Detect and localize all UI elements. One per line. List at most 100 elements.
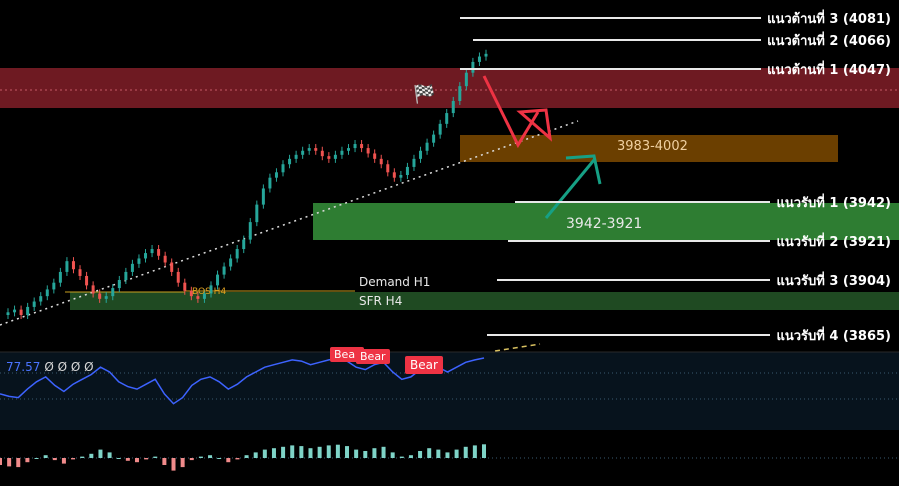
candle-body — [432, 134, 436, 143]
candle-body — [346, 148, 350, 151]
candle-body — [405, 166, 409, 175]
candle-body — [373, 153, 377, 159]
candle-body — [26, 306, 30, 315]
histogram-bar — [482, 444, 486, 458]
support-level-4[interactable]: แนวรับที่ 4 (3865) — [487, 324, 899, 346]
candle-body — [189, 290, 193, 297]
histogram-bar — [52, 458, 57, 461]
candle-body — [301, 150, 305, 155]
support-level-2[interactable]: แนวรับที่ 2 (3921) — [508, 231, 899, 251]
histogram-bar — [171, 458, 176, 471]
candle-body — [65, 261, 69, 272]
bos-h4-label: BOS H4 — [192, 287, 227, 297]
histogram-bar — [125, 458, 130, 461]
histogram-bar — [98, 449, 103, 458]
demand-zone — [313, 203, 899, 240]
resistance-level-2-label: แนวต้านที่ 2 (4066) — [761, 29, 899, 51]
histogram-bar — [43, 455, 48, 458]
histogram-bar — [454, 449, 459, 458]
indicator-extras: Ø Ø Ø Ø — [44, 360, 94, 374]
resistance-level-1[interactable]: แนวต้านที่ 1 (4047) — [460, 59, 899, 79]
candle-body — [419, 150, 423, 159]
candle-body — [202, 293, 206, 299]
candle-body — [458, 86, 462, 101]
resistance-level-2[interactable]: แนวต้านที่ 2 (4066) — [473, 29, 899, 51]
candle-body — [360, 144, 364, 149]
candle-body — [471, 61, 475, 73]
histogram-bar — [61, 458, 66, 464]
candle-body — [242, 239, 246, 250]
supply-zone-label: 3983-4002 — [617, 139, 688, 154]
indicator-panel — [0, 352, 899, 430]
histogram-bar — [390, 452, 395, 458]
candle-body — [163, 255, 167, 263]
demand-zone-label: 3942-3921 — [566, 216, 643, 232]
histogram-bar — [244, 455, 249, 458]
resistance-level-3[interactable]: แนวต้านที่ 3 (4081) — [460, 7, 899, 29]
candle-body — [6, 312, 10, 315]
histogram-bar — [7, 458, 12, 467]
histogram-bar — [363, 451, 368, 458]
candle-body — [117, 280, 121, 289]
candle-body — [412, 158, 416, 167]
candle-body — [209, 285, 213, 294]
candle-body — [183, 282, 187, 291]
candle-body — [379, 158, 383, 165]
checkered-flag-icon: 🏁 — [413, 84, 436, 105]
support-level-3[interactable]: แนวรับที่ 3 (3904) — [497, 269, 899, 291]
histogram-bar — [354, 449, 359, 458]
candle-body — [124, 271, 128, 280]
candle-body — [353, 144, 357, 149]
candle-body — [484, 53, 488, 57]
support-level-1[interactable]: แนวรับที่ 1 (3942) — [515, 192, 899, 212]
candle-body — [157, 249, 161, 256]
candle-body — [32, 301, 36, 307]
candle-body — [216, 274, 220, 286]
bear-tag-3[interactable]: Bear — [405, 356, 443, 374]
candle-body — [19, 309, 23, 315]
candle-body — [13, 309, 17, 313]
histogram-bar — [162, 458, 167, 465]
bear-tag-2[interactable]: Bear — [356, 349, 390, 364]
histogram-bar — [281, 446, 286, 458]
candle-body — [333, 154, 337, 159]
candle-body — [386, 164, 390, 173]
candle-body — [366, 148, 370, 154]
support-level-4-label: แนวรับที่ 4 (3865) — [770, 324, 899, 346]
candle-body — [222, 266, 226, 275]
histogram-bar — [299, 446, 304, 458]
indicator-value: 77.57 Ø Ø Ø Ø — [6, 360, 94, 374]
candle-body — [137, 258, 141, 264]
candle-body — [464, 72, 468, 87]
candle-body — [98, 293, 102, 299]
bear-tag-1[interactable]: Bear — [330, 347, 364, 362]
histogram-bar — [408, 455, 413, 458]
rsi-value: 77.57 — [6, 360, 41, 374]
histogram-bar — [16, 458, 21, 468]
candle-body — [399, 175, 403, 178]
histogram-bar — [326, 445, 331, 458]
candle-body — [425, 142, 429, 151]
sfr-zone — [70, 292, 899, 310]
histogram-bar — [317, 446, 322, 458]
candle-body — [39, 296, 43, 302]
candle-body — [85, 275, 89, 286]
trendline — [0, 120, 579, 326]
histogram-bar — [436, 449, 441, 458]
candle-body — [235, 249, 239, 259]
resistance-zone — [0, 68, 899, 108]
candle-body — [176, 271, 180, 283]
support-level-2-label: แนวรับที่ 2 (3921) — [776, 234, 891, 250]
candle-body — [340, 150, 344, 155]
demand-h1-label: Demand H1 — [359, 275, 431, 289]
histogram-bar — [418, 451, 423, 458]
histogram-bar — [472, 445, 477, 458]
candle-body — [392, 172, 396, 178]
histogram-bar — [253, 452, 258, 458]
histogram-group — [0, 444, 486, 471]
histogram-bar — [107, 452, 112, 458]
candle-body — [104, 296, 108, 299]
histogram-bar — [189, 458, 194, 461]
